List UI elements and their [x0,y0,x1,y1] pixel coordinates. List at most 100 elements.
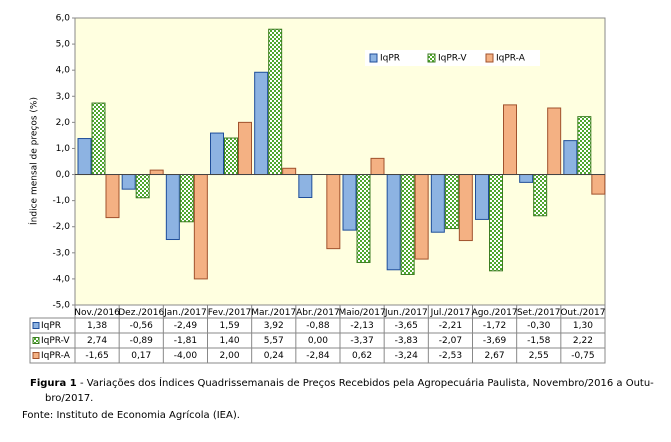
bar [91,102,106,176]
table-value: 2,67 [485,351,505,361]
table-value: -0,89 [130,336,154,346]
x-tick-label: Mar./2017 [251,308,296,318]
y-tick-label: -1,0 [52,196,70,206]
table-value: 1,40 [220,336,240,346]
bar [254,71,269,176]
bar [458,174,473,242]
table-value: -3,65 [395,321,418,331]
bar [268,28,283,176]
y-tick-label: 4,0 [56,66,71,76]
bar [444,174,459,230]
y-tick-label: -5,0 [52,301,70,311]
x-tick-label: Abr./2017 [296,308,340,318]
x-tick-label: Jan./2017 [163,308,207,318]
x-tick-label: Jul./2017 [430,308,471,318]
table-swatch [32,322,40,329]
y-tick-label: 3,0 [56,92,71,102]
bar [179,174,194,223]
x-tick-label: Fev./2017 [208,308,252,318]
table-value: -2,49 [174,321,198,331]
bar [298,174,313,199]
legend-swatch [369,53,378,63]
table-value: -0,30 [527,321,551,331]
bar [547,107,562,176]
caption-line: - Variações dos Índices Quadrissemanais … [80,376,654,389]
legend-label: IqPR-A [496,54,526,64]
table-value: 0,24 [264,351,284,361]
table-value: -3,69 [483,336,507,346]
bar [563,140,578,176]
bar [503,104,517,176]
x-tick-label: Out./2017 [560,308,605,318]
table-value: -1,65 [85,351,108,361]
bar [121,174,136,190]
table-value: -3,24 [395,351,419,361]
bar [77,138,92,176]
table-series-label: IqPR [41,321,61,331]
table-value: 1,30 [573,321,593,331]
table-value: 0,17 [131,351,151,361]
table-value: 5,57 [264,336,284,346]
bar [475,174,489,220]
bar [210,132,224,176]
table-value: -0,88 [306,321,330,331]
table-value: 2,22 [573,336,593,346]
bar [400,174,415,275]
bar [430,174,445,233]
table-value: -2,53 [439,351,462,361]
table-value: -4,00 [174,351,198,361]
bar [165,174,180,241]
bar [577,116,592,176]
table-value: 2,55 [529,351,549,361]
table-value: -1,72 [483,321,506,331]
legend-label: IqPR-V [438,54,467,64]
table-value: 1,59 [220,321,240,331]
table-value: -1,58 [527,336,551,346]
table-swatch [32,352,40,359]
table-value: -3,83 [395,336,418,346]
table-value: -2,13 [350,321,373,331]
x-tick-label: Dez./2016 [118,308,164,318]
table-value: 0,00 [308,336,328,346]
x-tick-label: Jun./2017 [384,308,428,318]
y-tick-label: 1,0 [56,144,71,154]
bar [356,174,371,263]
x-tick-label: Ago./2017 [472,308,518,318]
y-tick-label: -4,0 [52,274,70,284]
source: Fonte: Instituto de Economia Agrícola (I… [22,409,240,421]
legend-swatch [485,53,494,63]
table-swatch [32,337,40,344]
bar [489,174,503,272]
table-value: 0,62 [352,351,372,361]
table-series-label: IqPR-A [41,351,71,361]
y-tick-label: 5,0 [56,40,71,50]
bar [238,121,252,176]
table-value: 2,00 [220,351,240,361]
bar [370,157,385,176]
bar [193,174,208,280]
x-tick-label: Maio/2017 [338,308,385,318]
table-value: 2,74 [87,336,107,346]
bar [533,174,548,217]
table-value: 3,92 [264,321,284,331]
caption-line: bro/2017. [45,393,93,404]
table-series-label: IqPR-V [41,336,70,346]
bar [342,174,357,231]
x-tick-label: Nov./2016 [74,308,120,318]
y-tick-label: 0,0 [56,170,71,180]
x-tick-label: Set./2017 [517,308,561,318]
table-value: 1,38 [87,321,107,331]
y-tick-label: 6,0 [56,14,71,24]
table-value: -0,75 [571,351,594,361]
table-value: -1,81 [174,336,197,346]
legend-box [365,50,540,66]
table-value: -2,07 [439,336,462,346]
table-value: -2,21 [439,321,462,331]
bar [414,174,429,260]
y-tick-label: 2,0 [56,118,71,128]
bar [326,174,341,250]
y-tick-label: -2,0 [52,222,70,232]
table-value: -2,84 [306,351,330,361]
bar [105,174,120,219]
